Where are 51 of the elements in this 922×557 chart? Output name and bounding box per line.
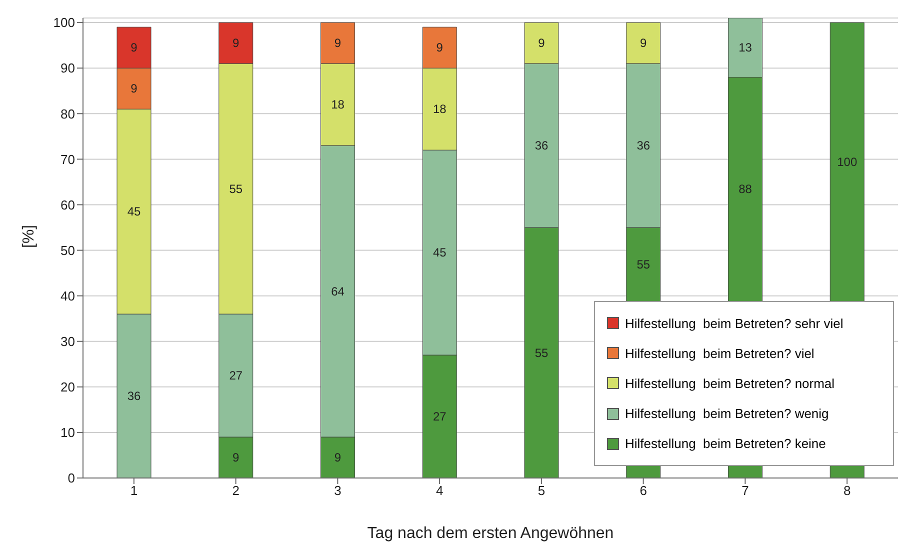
legend-label: Hilfestellung beim Betreten? wenig xyxy=(625,406,829,422)
data-label: 9 xyxy=(232,36,240,50)
x-tick-label: 7 xyxy=(742,483,749,498)
y-tick-label: 50 xyxy=(60,242,75,258)
data-label: 13 xyxy=(738,40,752,55)
x-tick-label: 4 xyxy=(436,483,444,498)
y-tick-label: 20 xyxy=(60,380,75,395)
data-label: 9 xyxy=(130,82,138,96)
data-label: 55 xyxy=(534,346,548,360)
data-label: 27 xyxy=(229,368,243,383)
y-tick-label: 90 xyxy=(60,60,75,76)
data-label: 100 xyxy=(837,154,858,169)
data-label: 45 xyxy=(432,246,447,260)
data-label: 55 xyxy=(229,182,243,196)
data-label: 18 xyxy=(331,98,345,112)
legend-label: Hilfestellung beim Betreten? sehr viel xyxy=(625,316,844,331)
x-tick-label: 6 xyxy=(640,483,647,498)
data-label: 18 xyxy=(432,102,447,116)
data-label: 55 xyxy=(636,257,650,272)
legend-label: Hilfestellung beim Betreten? viel xyxy=(625,346,814,361)
y-axis-title: [%] xyxy=(20,224,38,248)
y-tick-label: 0 xyxy=(68,470,75,486)
x-axis-title: Tag nach dem ersten Angewöhnen xyxy=(367,525,614,542)
y-tick-label: 70 xyxy=(60,152,75,167)
x-tick-label: 1 xyxy=(130,483,138,498)
x-tick-label: 5 xyxy=(538,483,546,498)
data-label: 36 xyxy=(636,138,650,153)
data-label: 9 xyxy=(436,40,444,55)
legend-label: Hilfestellung beim Betreten? keine xyxy=(625,436,826,452)
y-tick-label: 10 xyxy=(60,425,75,440)
y-tick-label: 100 xyxy=(53,15,75,30)
data-label: 9 xyxy=(334,450,342,465)
y-tick-label: 40 xyxy=(60,288,75,304)
x-tick-label: 8 xyxy=(843,483,851,498)
y-tick-label: 30 xyxy=(60,334,75,349)
data-label: 64 xyxy=(331,284,345,298)
x-tick-label: 2 xyxy=(232,483,240,498)
data-label: 27 xyxy=(432,410,447,424)
y-tick-label: 80 xyxy=(60,106,75,122)
x-tick-label: 3 xyxy=(334,483,342,498)
data-label: 9 xyxy=(334,36,342,50)
data-label: 9 xyxy=(232,450,240,465)
y-tick-label: 60 xyxy=(60,197,75,212)
data-label: 9 xyxy=(130,40,138,55)
legend-label: Hilfestellung beim Betreten? normal xyxy=(625,376,835,391)
data-label: 36 xyxy=(127,389,141,404)
data-label: 9 xyxy=(538,36,546,50)
data-label: 88 xyxy=(738,182,752,196)
data-label: 36 xyxy=(534,138,548,153)
data-label: 9 xyxy=(640,36,648,50)
data-label: 45 xyxy=(127,204,141,219)
